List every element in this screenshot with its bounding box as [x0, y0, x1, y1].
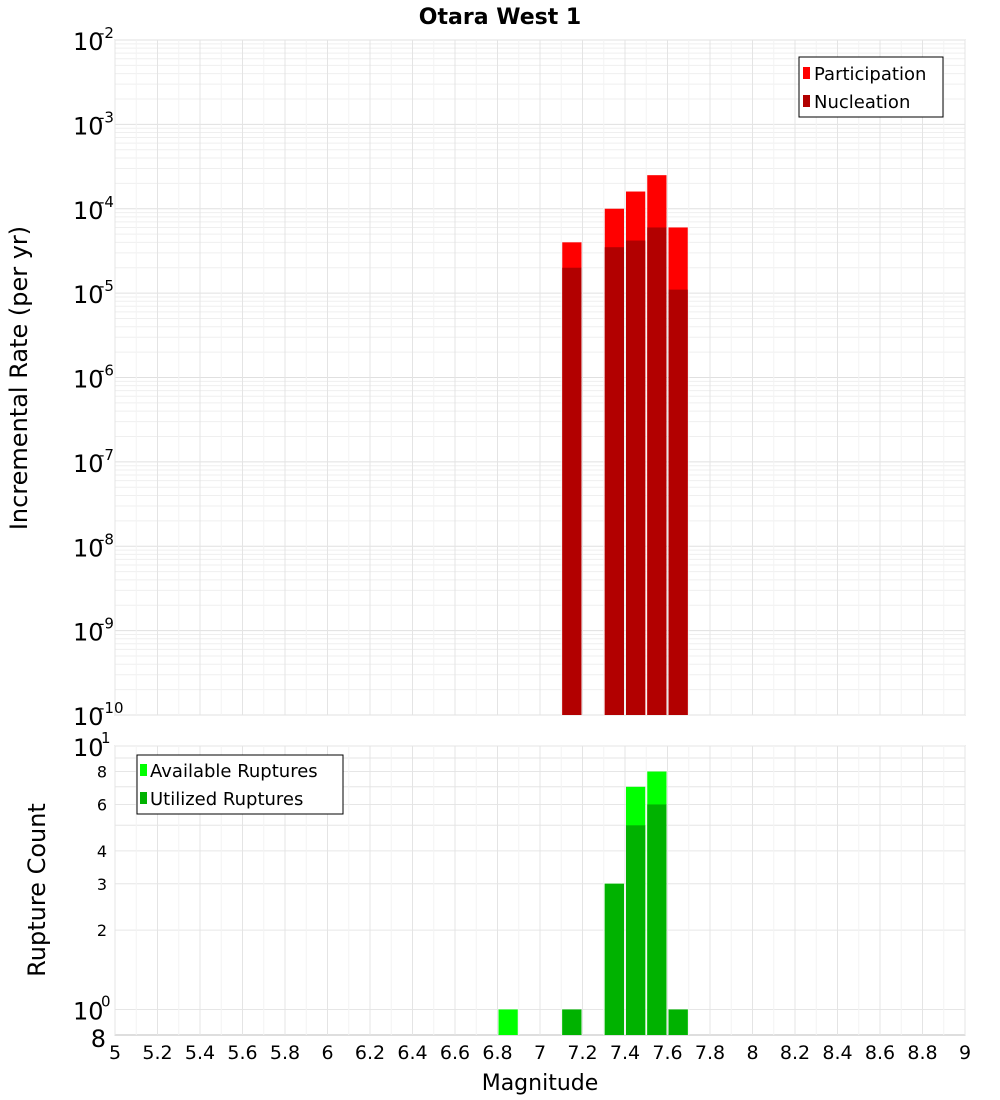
chart-title: Otara West 1 [419, 5, 581, 30]
y-tick-exponent: -6 [99, 362, 114, 380]
x-tick-label: 7.4 [610, 1042, 640, 1064]
y-tick-exponent: 0 [101, 992, 111, 1010]
x-tick-label: 6.2 [355, 1042, 385, 1064]
x-tick-label: 9 [959, 1042, 971, 1064]
count-legend: Available Ruptures Utilized Ruptures [136, 754, 344, 815]
bar-utilized-ruptures [626, 825, 646, 1035]
x-tick-label: 5.2 [142, 1042, 172, 1064]
x-tick-label: 6 [321, 1042, 333, 1064]
legend-label-nucleation: Nucleation [814, 92, 910, 113]
y-tick-label: 8 [97, 763, 107, 782]
y-tick-exponent: -8 [99, 530, 114, 548]
y-tick-label: 6 [97, 795, 107, 814]
rate-legend-box [798, 56, 944, 118]
bar-nucleation [647, 227, 667, 715]
bar-nucleation [626, 240, 646, 716]
y-tick-exponent: -5 [99, 277, 114, 295]
x-tick-label: 5.6 [227, 1042, 257, 1064]
legend-label-available: Available Ruptures [150, 761, 318, 782]
x-tick-label: 7.6 [652, 1042, 682, 1064]
x-axis-label: Magnitude [482, 1071, 599, 1096]
legend-label-participation: Participation [814, 64, 926, 85]
bar-available-ruptures [498, 1009, 518, 1035]
rate-grid [114, 39, 966, 716]
x-tick-label: 6.4 [397, 1042, 427, 1064]
y-tick-label: 10 [73, 734, 104, 762]
x-tick-label: 8 [746, 1042, 758, 1064]
y-tick-label: 4 [97, 842, 107, 861]
bar-utilized-ruptures [668, 1009, 688, 1035]
x-tick-label: 8.2 [780, 1042, 810, 1064]
y-tick-label: 10 [73, 366, 104, 394]
count-bars [498, 771, 688, 1035]
y-tick-label: 10 [73, 450, 104, 478]
x-tick-label: 7 [534, 1042, 546, 1064]
x-tick-label: 5.4 [185, 1042, 215, 1064]
x-tick-label: 7.2 [567, 1042, 597, 1064]
y-tick-exponent: 1 [101, 729, 111, 747]
count-legend-box [136, 754, 344, 815]
x-tick-label: 6.8 [482, 1042, 512, 1064]
y-tick-label: 10 [73, 112, 104, 140]
x-tick-label: 5 [109, 1042, 121, 1064]
y-tick-label: 10 [73, 997, 104, 1025]
y-tick-label: 10 [73, 534, 104, 562]
y-tick-label: 10 [73, 197, 104, 225]
y-tick-exponent: -2 [99, 24, 114, 42]
y-tick-label: 10 [73, 703, 104, 731]
y-tick-exponent: -3 [99, 108, 114, 126]
x-ticks: 5 5.2 5.4 5.6 5.8 6 6.2 6.4 6.6 6.8 7 7.2 7.4 7.6 7.8 8… [109, 1042, 971, 1064]
bar-utilized-ruptures [604, 883, 624, 1035]
rate-y-axis-label: Incremental Rate (per yr) [5, 226, 33, 530]
bar-nucleation [604, 247, 624, 716]
x-tick-label: 8.8 [907, 1042, 937, 1064]
y-tick-label: 2 [97, 921, 107, 940]
legend-swatch-participation [803, 67, 810, 79]
rate-bars [562, 175, 688, 716]
bar-nucleation [562, 267, 582, 715]
y-tick-exponent: -4 [99, 193, 114, 211]
x-tick-label: 5.8 [270, 1042, 300, 1064]
rate-legend: Participation Nucleation [798, 56, 944, 118]
legend-swatch-available [140, 764, 147, 776]
x-tick-label: 6.6 [440, 1042, 470, 1064]
y-tick-label: 8 [91, 1025, 106, 1053]
x-tick-label: 8.6 [865, 1042, 895, 1064]
y-tick-label: 10 [73, 28, 104, 56]
y-tick-exponent: -10 [99, 699, 124, 717]
y-tick-label: 10 [73, 619, 104, 647]
bar-utilized-ruptures [562, 1009, 582, 1035]
x-tick-label: 8.4 [822, 1042, 852, 1064]
count-y-axis-label: Rupture Count [23, 803, 51, 977]
bar-utilized-ruptures [647, 804, 667, 1035]
bar-nucleation [668, 289, 688, 715]
legend-label-utilized: Utilized Ruptures [150, 789, 303, 810]
y-tick-exponent: -7 [99, 446, 114, 464]
y-tick-label: 10 [73, 281, 104, 309]
y-tick-exponent: -9 [99, 615, 114, 633]
legend-swatch-utilized [140, 792, 147, 804]
x-tick-label: 7.8 [695, 1042, 725, 1064]
y-tick-label: 3 [97, 875, 107, 894]
legend-swatch-nucleation [803, 95, 810, 107]
